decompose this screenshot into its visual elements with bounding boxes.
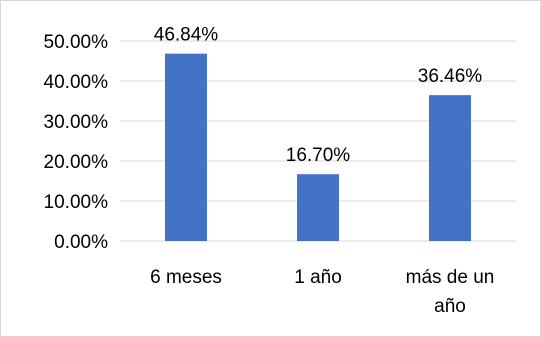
y-tick-label: 0.00% [54, 232, 108, 253]
x-category-label: 6 meses [150, 267, 222, 288]
x-category-label: más de un [406, 267, 495, 288]
y-tick-label: 30.00% [44, 112, 109, 133]
data-label: 36.46% [418, 66, 483, 87]
x-category-label: 1 año [294, 267, 342, 288]
y-axis-ticks: 0.00% 10.00% 20.00% 30.00% 40.00% 50.00% [44, 32, 109, 253]
x-axis-categories: 6 meses 1 año más de un año [150, 267, 494, 317]
data-label: 46.84% [154, 25, 219, 46]
y-tick-label: 10.00% [44, 192, 109, 213]
data-label: 16.70% [286, 145, 351, 166]
bar [429, 95, 471, 241]
bar [297, 174, 339, 241]
y-tick-label: 50.00% [44, 32, 109, 53]
bars [165, 53, 471, 241]
y-tick-label: 40.00% [44, 72, 109, 93]
x-category-label: año [434, 296, 466, 317]
data-labels: 46.84% 16.70% 36.46% [154, 25, 483, 167]
y-tick-label: 20.00% [44, 152, 109, 173]
bar [165, 53, 207, 241]
